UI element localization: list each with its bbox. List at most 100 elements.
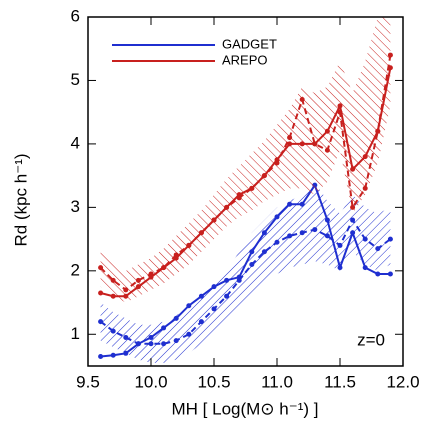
point	[110, 293, 116, 299]
point	[173, 315, 179, 321]
x-tick-label: 10.5	[197, 372, 230, 391]
point	[324, 233, 330, 239]
point	[98, 290, 104, 296]
point	[186, 303, 192, 309]
point	[110, 277, 116, 283]
legend-label: GADGET	[222, 36, 277, 51]
point	[148, 341, 154, 347]
point	[123, 334, 129, 340]
point	[198, 293, 204, 299]
x-tick-label: 10.0	[134, 372, 167, 391]
point	[123, 350, 129, 356]
point	[161, 341, 167, 347]
point	[186, 242, 192, 248]
point	[198, 230, 204, 236]
point	[350, 166, 356, 172]
point	[236, 277, 242, 283]
point	[337, 109, 343, 115]
point	[387, 236, 393, 242]
point	[287, 233, 293, 239]
x-tick-label: 9.5	[76, 372, 100, 391]
point	[224, 277, 230, 283]
point	[161, 265, 167, 271]
point	[362, 236, 368, 242]
point	[287, 135, 293, 141]
point	[249, 185, 255, 191]
point	[249, 249, 255, 255]
point	[312, 227, 318, 233]
point	[387, 271, 393, 277]
point	[161, 325, 167, 331]
y-tick-label: 6	[71, 6, 80, 25]
band	[100, 17, 391, 303]
point	[362, 265, 368, 271]
point	[135, 341, 141, 347]
point	[299, 201, 305, 207]
point	[375, 246, 381, 252]
point	[261, 230, 267, 236]
point	[123, 287, 129, 293]
point	[299, 230, 305, 236]
point	[110, 328, 116, 334]
point	[198, 319, 204, 325]
x-tick-label: 12.0	[386, 372, 419, 391]
y-tick-label: 1	[71, 324, 80, 343]
point	[236, 195, 242, 201]
y-tick-label: 4	[71, 133, 80, 152]
x-tick-label: 11.5	[324, 372, 356, 391]
point	[148, 334, 154, 340]
point	[274, 214, 280, 220]
point	[287, 141, 293, 147]
y-tick-label: 2	[71, 260, 80, 279]
point	[362, 185, 368, 191]
y-tick-label: 5	[71, 70, 80, 89]
point	[98, 265, 104, 271]
point	[211, 284, 217, 290]
point	[287, 201, 293, 207]
x-tick-label: 11.0	[261, 372, 293, 391]
point	[274, 160, 280, 166]
point	[135, 284, 141, 290]
point	[375, 271, 381, 277]
point	[362, 154, 368, 160]
y-tick-label: 3	[71, 197, 80, 216]
point	[337, 103, 343, 109]
point	[324, 147, 330, 153]
point	[186, 331, 192, 337]
point	[350, 204, 356, 210]
point	[224, 204, 230, 210]
legend-label: AREPO	[222, 52, 268, 67]
point	[375, 128, 381, 134]
point	[261, 173, 267, 179]
line	[100, 67, 392, 298]
point	[324, 217, 330, 223]
plot-frame	[87, 16, 404, 367]
point	[148, 271, 154, 277]
point	[324, 128, 330, 134]
annotation: z=0	[357, 330, 385, 349]
x-axis-label: MH [ Log(M⊙ h⁻¹) ]	[172, 399, 319, 418]
point	[337, 265, 343, 271]
point	[274, 239, 280, 245]
point	[110, 352, 116, 358]
y-axis-label: Rd (kpc h⁻¹)	[11, 153, 30, 246]
point	[211, 217, 217, 223]
point	[387, 52, 393, 58]
point	[337, 242, 343, 248]
point	[211, 306, 217, 312]
point	[173, 252, 179, 258]
point	[173, 338, 179, 344]
point	[98, 319, 104, 325]
point	[299, 96, 305, 102]
point	[224, 293, 230, 299]
point	[350, 217, 356, 223]
point	[299, 141, 305, 147]
point	[98, 353, 104, 359]
point	[249, 261, 255, 267]
point	[350, 230, 356, 236]
point	[312, 141, 318, 147]
point	[135, 277, 141, 283]
point	[261, 249, 267, 255]
point	[123, 293, 129, 299]
